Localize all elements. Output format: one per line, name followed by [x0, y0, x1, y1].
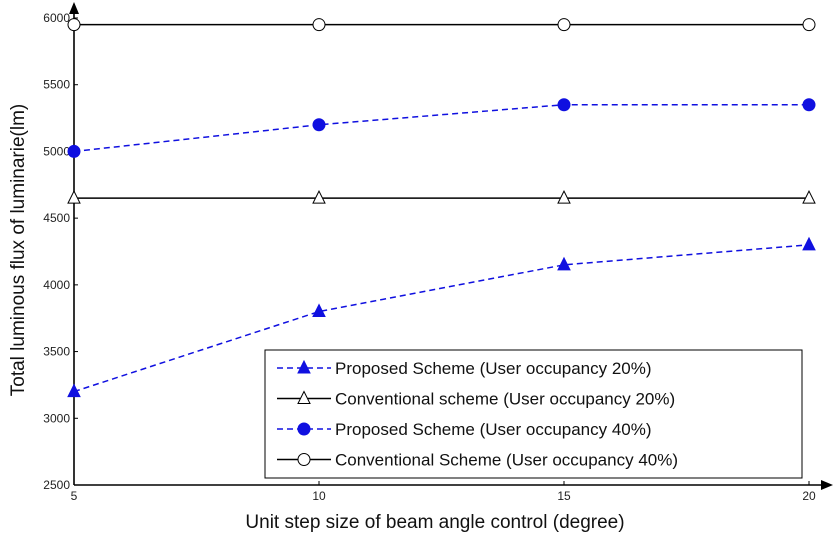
legend-marker — [297, 359, 311, 374]
y-axis-ticks: 2500 3000 3500 4000 4500 5000 5500 6000 — [43, 11, 78, 492]
series-3 — [67, 98, 816, 158]
y-tick-label: 6000 — [43, 11, 70, 25]
data-point — [67, 190, 81, 204]
series-layer — [67, 18, 816, 398]
x-axis-label: Unit step size of beam angle control (de… — [245, 512, 624, 533]
data-point — [67, 18, 81, 32]
series-2 — [67, 190, 816, 204]
legend-item: Proposed Scheme (User occupancy 40%) — [277, 420, 652, 439]
data-point — [312, 18, 326, 32]
legend-marker — [297, 390, 311, 404]
x-axis-ticks: 5 10 15 20 — [71, 481, 816, 503]
y-tick-label: 3500 — [43, 345, 70, 359]
data-point — [67, 144, 81, 158]
legend-item: Conventional scheme (User occupancy 20%) — [277, 390, 675, 409]
legend-label: Proposed Scheme (User occupancy 40%) — [335, 420, 652, 439]
data-point — [312, 118, 326, 132]
legend-label: Proposed Scheme (User occupancy 20%) — [335, 359, 652, 378]
data-point — [557, 190, 571, 204]
data-point — [312, 303, 326, 318]
y-tick-label: 5500 — [43, 78, 70, 92]
data-point — [67, 383, 81, 398]
series-4 — [67, 18, 816, 32]
y-tick-label: 4500 — [43, 211, 70, 225]
x-tick-label: 15 — [557, 489, 571, 503]
legend-label: Conventional Scheme (User occupancy 40%) — [335, 451, 678, 470]
data-point — [802, 98, 816, 112]
y-tick-label: 5000 — [43, 144, 70, 158]
data-point — [557, 98, 571, 112]
x-tick-label: 10 — [312, 489, 326, 503]
data-point — [802, 236, 816, 251]
x-axis-arrow — [821, 480, 833, 490]
data-point — [557, 256, 571, 271]
y-tick-label: 3000 — [43, 411, 70, 425]
legend: Proposed Scheme (User occupancy 20%) Conv… — [264, 349, 803, 479]
data-point — [802, 190, 816, 204]
legend-marker — [297, 422, 311, 436]
series-1 — [67, 236, 816, 398]
y-tick-label: 2500 — [43, 478, 70, 492]
legend-label: Conventional scheme (User occupancy 20%) — [335, 390, 675, 409]
legend-item: Proposed Scheme (User occupancy 20%) — [277, 359, 652, 378]
legend-marker — [297, 453, 311, 466]
y-axis-arrow — [69, 2, 79, 14]
x-tick-label: 20 — [802, 489, 816, 503]
axes — [69, 2, 833, 490]
x-tick-label: 5 — [71, 489, 78, 503]
legend-box — [264, 349, 803, 479]
data-point — [802, 18, 816, 32]
series-line — [73, 244, 810, 393]
y-tick-label: 4000 — [43, 278, 70, 292]
data-point — [312, 190, 326, 204]
data-point — [557, 18, 571, 32]
y-axis-label: Total luminous flux of luminarie(lm) — [8, 104, 29, 397]
series-line — [73, 103, 809, 153]
legend-item: Conventional Scheme (User occupancy 40%) — [277, 451, 678, 470]
